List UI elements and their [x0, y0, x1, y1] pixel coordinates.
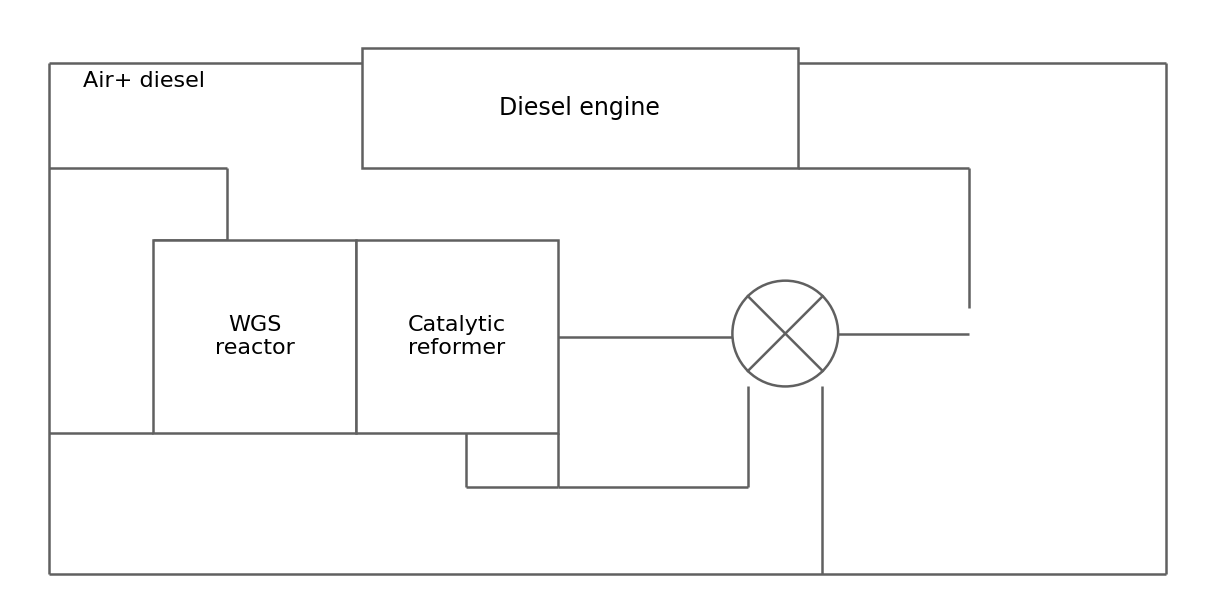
Ellipse shape [733, 281, 838, 386]
Bar [356, 240, 558, 433]
Text: Air+ diesel: Air+ diesel [83, 71, 205, 91]
Text: WGS
reactor: WGS reactor [215, 315, 294, 358]
Bar [362, 48, 798, 168]
Text: Catalytic
reformer: Catalytic reformer [409, 315, 506, 358]
Bar [153, 240, 356, 433]
Text: Diesel engine: Diesel engine [499, 96, 660, 120]
